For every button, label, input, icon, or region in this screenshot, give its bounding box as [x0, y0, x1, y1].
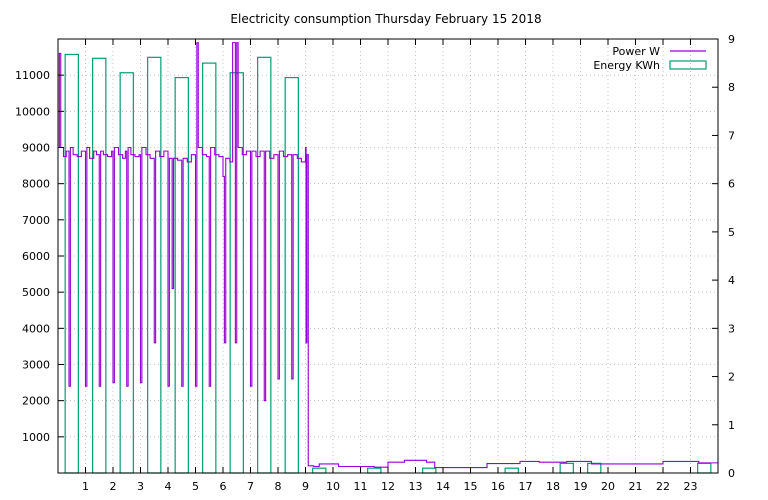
- y-tick-label: 3000: [22, 359, 50, 372]
- y2-tick-label: 1: [728, 419, 735, 432]
- energy-bar: [587, 462, 602, 474]
- legend-label-energy: Energy KWh: [593, 59, 660, 72]
- x-tick-label: 14: [436, 480, 450, 493]
- y-tick-label: 1000: [22, 431, 50, 444]
- legend-label-power: Power W: [612, 45, 660, 58]
- x-tick-label: 6: [220, 480, 227, 493]
- y2-tick-label: 8: [728, 81, 735, 94]
- power-line: [58, 42, 718, 469]
- x-tick-label: 13: [409, 480, 423, 493]
- plot-frame: [57, 38, 719, 474]
- x-tick-label: 21: [629, 480, 643, 493]
- y2-tick-label: 5: [728, 226, 735, 239]
- y2-tick-label: 2: [728, 371, 735, 384]
- x-tick-label: 15: [464, 480, 478, 493]
- x-tick-label: 9: [302, 480, 309, 493]
- y-tick-label: 5000: [22, 286, 50, 299]
- y-tick-label: 4000: [22, 322, 50, 335]
- y-tick-label: 2000: [22, 395, 50, 408]
- legend-swatch-energy: [669, 60, 707, 70]
- y2-tick-label: 7: [728, 129, 735, 142]
- x-tick-label: 4: [165, 480, 172, 493]
- y-tick-label: 10000: [15, 105, 50, 118]
- y2-tick-label: 3: [728, 322, 735, 335]
- x-tick-label: 17: [519, 480, 533, 493]
- axes: 1000 2000 3000 4000 5000 6000 7000 8000 9000 1000…: [15, 33, 735, 493]
- y-tick-label: 11000: [15, 69, 50, 82]
- energy-bar: [64, 53, 79, 474]
- x-tick-label: 19: [574, 480, 588, 493]
- chart-title: Electricity consumption Thursday Februar…: [230, 12, 541, 26]
- x-tick-label: 10: [326, 480, 340, 493]
- grid: [58, 39, 718, 473]
- y2-tick-label: 9: [728, 33, 735, 46]
- y-tick-label: 8000: [22, 178, 50, 191]
- energy-bar: [559, 462, 574, 474]
- x-tick-label: 7: [247, 480, 254, 493]
- y-tick-label: 7000: [22, 214, 50, 227]
- x-tick-label: 5: [192, 480, 199, 493]
- y2-tick-label: 4: [728, 274, 735, 287]
- x-tick-label: 3: [137, 480, 144, 493]
- x-tick-label: 11: [354, 480, 368, 493]
- energy-bar: [422, 467, 437, 474]
- x-tick-label: 18: [546, 480, 560, 493]
- x-tick-label: 8: [275, 480, 282, 493]
- y2-tick-label: 0: [728, 467, 735, 480]
- energy-bar: [697, 462, 712, 474]
- energy-bar: [312, 467, 327, 474]
- x-tick-label: 12: [381, 480, 395, 493]
- x-tick-label: 1: [82, 480, 89, 493]
- x-tick-label: 22: [656, 480, 670, 493]
- x-tick-label: 20: [601, 480, 615, 493]
- energy-bar: [504, 467, 519, 474]
- x-tick-label: 16: [491, 480, 505, 493]
- y-tick-label: 9000: [22, 142, 50, 155]
- x-tick-label: 2: [110, 480, 117, 493]
- power-series: [58, 42, 718, 469]
- x-tick-label: 23: [684, 480, 698, 493]
- y-tick-label: 6000: [22, 250, 50, 263]
- y2-tick-label: 6: [728, 178, 735, 191]
- energy-bar: [367, 467, 382, 474]
